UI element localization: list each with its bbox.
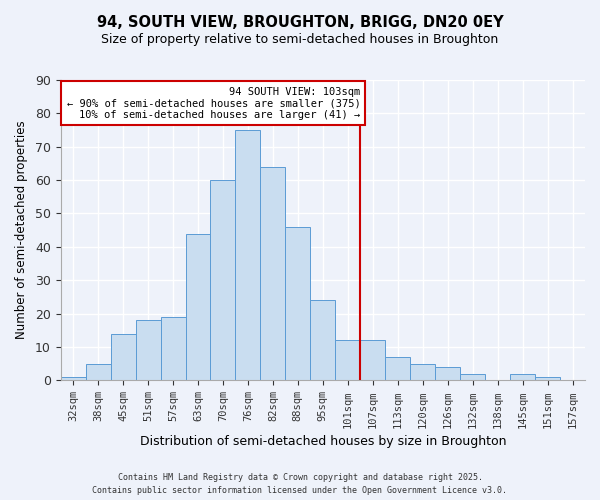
Bar [410,364,435,380]
Bar [260,167,286,380]
Bar [310,300,335,380]
Bar [335,340,360,380]
Bar [110,334,136,380]
Y-axis label: Number of semi-detached properties: Number of semi-detached properties [15,121,28,340]
Text: 94 SOUTH VIEW: 103sqm
← 90% of semi-detached houses are smaller (375)
10% of sem: 94 SOUTH VIEW: 103sqm ← 90% of semi-deta… [67,86,360,120]
Bar [286,227,310,380]
Bar [86,364,110,380]
Bar [185,234,211,380]
Bar [535,377,560,380]
Bar [460,374,485,380]
Bar [360,340,385,380]
Bar [211,180,235,380]
Bar [385,357,410,380]
Bar [136,320,161,380]
Bar [61,377,86,380]
Bar [235,130,260,380]
Bar [161,317,185,380]
Bar [435,367,460,380]
X-axis label: Distribution of semi-detached houses by size in Broughton: Distribution of semi-detached houses by … [140,434,506,448]
Text: Size of property relative to semi-detached houses in Broughton: Size of property relative to semi-detach… [101,32,499,46]
Bar [510,374,535,380]
Text: Contains HM Land Registry data © Crown copyright and database right 2025.
Contai: Contains HM Land Registry data © Crown c… [92,474,508,495]
Text: 94, SOUTH VIEW, BROUGHTON, BRIGG, DN20 0EY: 94, SOUTH VIEW, BROUGHTON, BRIGG, DN20 0… [97,15,503,30]
